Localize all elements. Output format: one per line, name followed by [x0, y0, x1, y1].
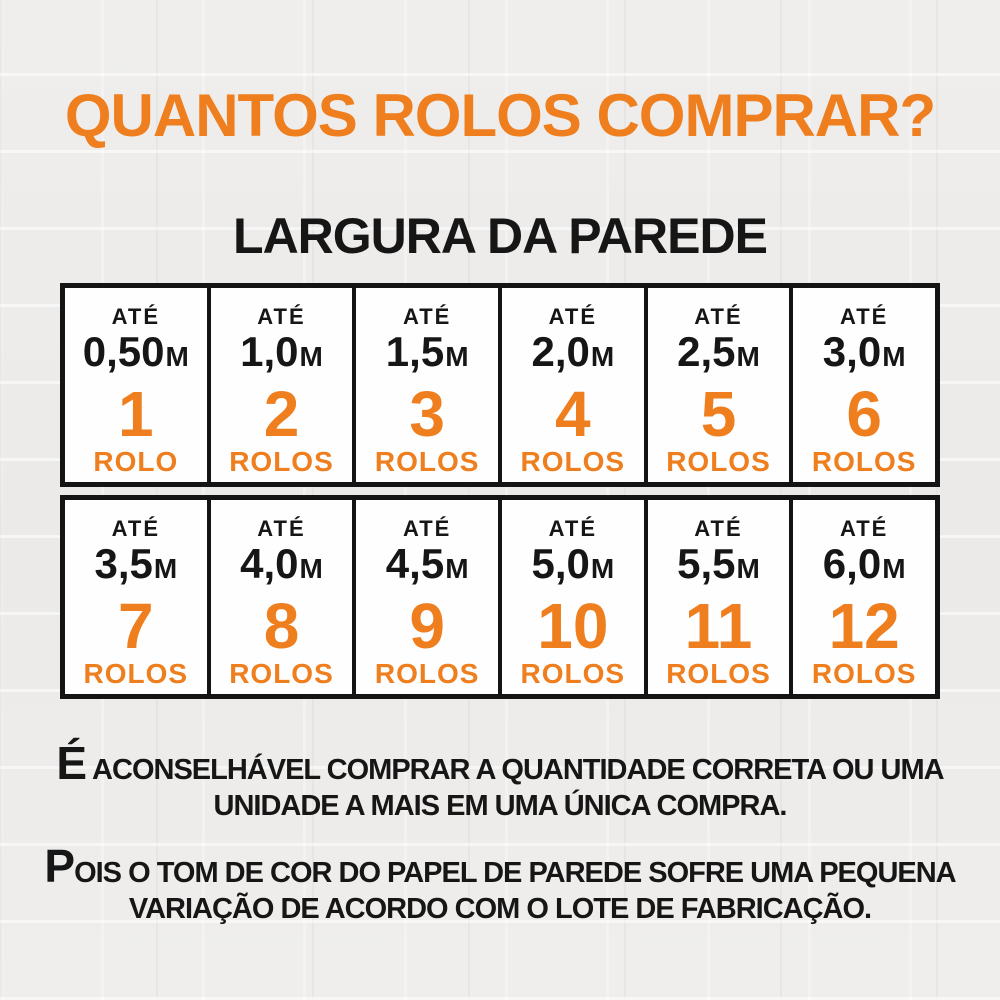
meter-unit: M [153, 553, 178, 584]
rolls-label: ROLOS [374, 446, 480, 477]
rolls-label: ROLOS [229, 446, 334, 477]
rolls-label: ROLOS [666, 446, 771, 477]
wall-width: 4,5M [386, 542, 469, 591]
wall-width-value: 3,5 [94, 540, 153, 587]
wall-width-value: 5,0 [531, 540, 590, 587]
advice-note-line-1: É ACONSELHÁVEL COMPRAR A QUANTIDADE CORR… [0, 740, 1000, 788]
rolls-label: ROLOS [229, 658, 334, 689]
meter-unit: M [299, 553, 323, 584]
upto-label: ATÉ [402, 516, 452, 541]
upto-label: ATÉ [111, 304, 161, 329]
table-cell: ATÉ 3,0M 6 ROLOS [793, 288, 935, 482]
rolls-label: ROLOS [811, 446, 917, 477]
upto-label: ATÉ [694, 304, 743, 329]
disclaimer-note: POIS O TOM DE COR DO PAPEL DE PAREDE SOF… [0, 843, 1000, 927]
upto-label: ATÉ [548, 304, 598, 329]
wall-width-value: 4,5 [385, 540, 445, 587]
rolls-count: 10 [537, 590, 609, 662]
table-cell: ATÉ 4,0M 8 ROLOS [210, 500, 353, 694]
wall-width: 2,5M [677, 330, 760, 379]
advice-lead-letter: É [56, 737, 87, 789]
meter-unit: M [882, 341, 906, 372]
page-title: QUANTOS ROLOS COMPRAR? [64, 82, 936, 149]
meter-unit: M [590, 553, 615, 584]
disclaimer-lead-letter: P [44, 840, 75, 892]
rolls-table-row-1: ATÉ 0,50M 1 ROLO ATÉ 1,0M 2 ROLOS ATÉ 1,5M 3 ROLOS A… [60, 283, 940, 487]
rolls-count: 2 [263, 378, 300, 450]
meter-unit: M [165, 341, 189, 372]
wall-width: 3,5M [94, 542, 177, 591]
wall-width: 6,0M [823, 542, 906, 591]
wall-width-value: 2,5 [677, 328, 736, 375]
wall-width-value: 1,0 [240, 328, 299, 375]
meter-unit: M [736, 553, 760, 584]
wall-width: 5,5M [677, 542, 760, 591]
upto-label: ATÉ [257, 304, 306, 329]
rolls-label: ROLO [93, 446, 179, 477]
wall-width: 5,0M [531, 542, 614, 591]
rolls-label: ROLOS [666, 658, 771, 689]
rolls-count: 9 [409, 590, 445, 662]
upto-label: ATÉ [548, 516, 598, 541]
rolls-label: ROLOS [520, 446, 626, 477]
wall-width: 1,0M [240, 330, 323, 379]
meter-unit: M [590, 341, 615, 372]
rolls-label: ROLOS [374, 658, 480, 689]
rolls-count: 8 [263, 590, 300, 662]
rolls-label: ROLOS [811, 658, 917, 689]
wall-width-value: 2,0 [531, 328, 590, 375]
rolls-count: 3 [409, 378, 445, 450]
table-cell: ATÉ 0,50M 1 ROLO [65, 288, 207, 482]
table-cell: ATÉ 2,0M 4 ROLOS [502, 288, 644, 482]
wall-width-value: 1,5 [385, 328, 445, 375]
table-cell: ATÉ 1,0M 2 ROLOS [210, 288, 353, 482]
rolls-label: ROLOS [83, 658, 189, 689]
rolls-count: 11 [684, 590, 753, 662]
rolls-table-row-2: ATÉ 3,5M 7 ROLOS ATÉ 4,0M 8 ROLOS ATÉ 4,5M 9 ROLOS A… [60, 495, 940, 699]
advice-note-line-2: UNIDADE A MAIS EM UMA ÚNICA COMPRA. [213, 790, 788, 822]
disclaimer-note-line-1: POIS O TOM DE COR DO PAPEL DE PAREDE SOF… [0, 843, 1000, 891]
table-cell: ATÉ 2,5M 5 ROLOS [647, 288, 790, 482]
disclaimer-line-1-text: OIS O TOM DE COR DO PAPEL DE PAREDE SOFR… [74, 857, 957, 889]
wall-width-value: 4,0 [240, 540, 299, 587]
wall-width-value: 3,0 [822, 328, 882, 375]
meter-unit: M [736, 341, 760, 372]
wall-width: 0,50M [83, 330, 189, 379]
rolls-count: 1 [118, 378, 154, 450]
table-cell: ATÉ 5,5M 11 ROLOS [647, 500, 790, 694]
table-cell: ATÉ 4,5M 9 ROLOS [356, 500, 498, 694]
rolls-label: ROLOS [520, 658, 626, 689]
wall-width: 1,5M [386, 330, 469, 379]
table-cell: ATÉ 5,0M 10 ROLOS [502, 500, 644, 694]
meter-unit: M [299, 341, 323, 372]
wall-width: 2,0M [531, 330, 614, 379]
meter-unit: M [445, 341, 469, 372]
meter-unit: M [445, 553, 469, 584]
upto-label: ATÉ [839, 304, 889, 329]
rolls-count: 7 [118, 590, 154, 662]
wall-width-heading: LARGURA DA PAREDE [233, 208, 768, 264]
rolls-count: 12 [828, 590, 900, 662]
advice-note: É ACONSELHÁVEL COMPRAR A QUANTIDADE CORR… [0, 740, 1000, 824]
advice-line-1-text: ACONSELHÁVEL COMPRAR A QUANTIDADE CORRET… [86, 754, 945, 786]
upto-label: ATÉ [402, 304, 452, 329]
meter-unit: M [882, 553, 906, 584]
wall-width-value: 6,0 [822, 540, 882, 587]
upto-label: ATÉ [694, 516, 743, 541]
upto-label: ATÉ [111, 516, 161, 541]
wall-width: 3,0M [823, 330, 906, 379]
upto-label: ATÉ [839, 516, 889, 541]
wall-width-value: 5,5 [677, 540, 736, 587]
disclaimer-note-line-2: VARIAÇÃO DE ACORDO COM O LOTE DE FABRICA… [128, 893, 872, 925]
table-cell: ATÉ 3,5M 7 ROLOS [65, 500, 207, 694]
table-cell: ATÉ 6,0M 12 ROLOS [793, 500, 935, 694]
rolls-count: 5 [700, 378, 737, 450]
rolls-count: 6 [846, 378, 882, 450]
upto-label: ATÉ [257, 516, 306, 541]
wall-width-value: 0,50 [82, 328, 165, 375]
wall-width: 4,0M [240, 542, 323, 591]
table-cell: ATÉ 1,5M 3 ROLOS [356, 288, 498, 482]
rolls-count: 4 [555, 378, 591, 450]
